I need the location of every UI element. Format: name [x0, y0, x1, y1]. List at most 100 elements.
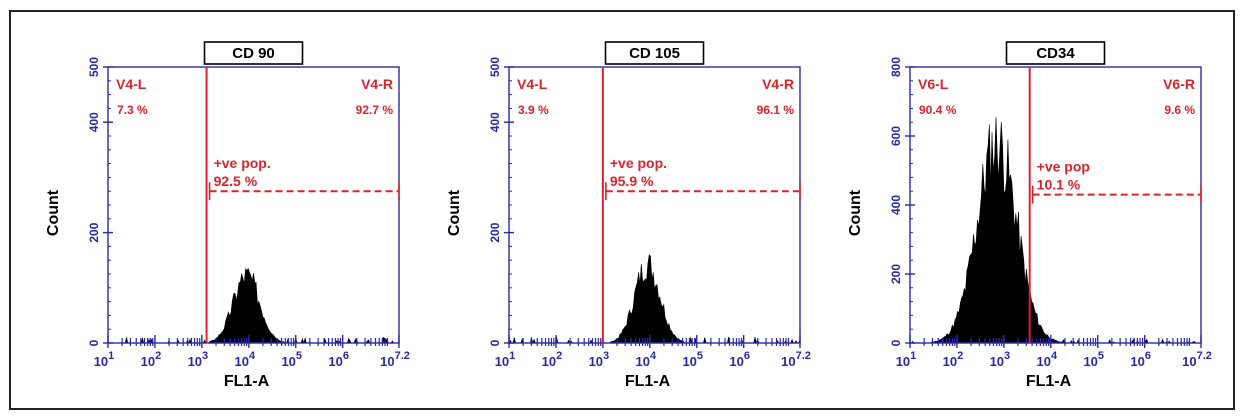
x-tick-exponent: 2: [556, 350, 562, 362]
chart-title-box: [203, 41, 304, 65]
x-tick-base: 10: [380, 354, 394, 369]
right-region-name: V4-R: [762, 76, 794, 92]
x-tick-label: 106: [1130, 350, 1151, 369]
y-tick-label: 500: [87, 57, 101, 77]
x-tick-label: 107.2: [380, 350, 410, 369]
x-tick-exponent: 7.2: [1197, 350, 1212, 362]
x-axis-title: FL1-A: [1026, 373, 1072, 390]
chart-title-box: [604, 41, 705, 65]
x-tick-exponent: 3: [1004, 350, 1010, 362]
y-tick-label: 400: [87, 112, 101, 132]
left-region-percent: 7.3 %: [117, 103, 148, 117]
x-tick-label: 102: [542, 350, 563, 369]
y-tick-label: 0: [488, 339, 502, 346]
y-axis-title: Count: [847, 189, 864, 236]
x-tick-base: 10: [682, 354, 696, 369]
x-tick-base: 10: [636, 354, 650, 369]
y-tick-label: 200: [87, 222, 101, 242]
x-tick-base: 10: [542, 354, 556, 369]
y-tick-label: 500: [488, 57, 502, 77]
x-tick-label: 103: [188, 350, 209, 369]
positive-population-percent: 95.9 %: [610, 173, 654, 189]
x-tick-exponent: 3: [603, 350, 609, 362]
x-tick-label: 103: [990, 350, 1011, 369]
x-tick-label: 102: [141, 350, 162, 369]
histogram-panel: 101 102 103 104 105 106 107.20200400500CountFL…: [446, 41, 811, 390]
x-tick-exponent: 6: [343, 350, 349, 362]
x-tick-exponent: 7.2: [796, 350, 811, 362]
x-tick-exponent: 3: [202, 350, 208, 362]
right-region-percent: 96.1 %: [757, 103, 795, 117]
x-tick-exponent: 2: [155, 350, 161, 362]
y-tick-label: 400: [889, 195, 903, 215]
positive-population-percent: 10.1 %: [1037, 177, 1081, 193]
positive-population-label: +ve pop: [1037, 159, 1090, 175]
x-tick-base: 10: [495, 354, 509, 369]
x-tick-label: 105: [682, 350, 703, 369]
x-tick-exponent: 5: [1098, 350, 1104, 362]
x-tick-exponent: 4: [650, 350, 657, 362]
x-tick-base: 10: [328, 354, 342, 369]
y-axis-title: Count: [446, 189, 463, 236]
x-tick-base: 10: [94, 354, 108, 369]
flow-cytometry-figure: 101 102 103 104 105 106 107.20200400500CountFL…: [45, 41, 1212, 390]
x-tick-exponent: 1: [910, 350, 916, 362]
y-axis-title: Count: [45, 189, 62, 236]
x-tick-base: 10: [896, 354, 910, 369]
histogram-fill: [108, 267, 399, 345]
x-tick-label: 101: [896, 350, 917, 369]
histogram-fill: [508, 254, 801, 345]
x-tick-base: 10: [990, 354, 1004, 369]
positive-population-label: +ve pop.: [610, 155, 667, 171]
x-tick-base: 10: [188, 354, 202, 369]
chart-title: CD 105: [629, 45, 680, 62]
x-tick-label: 104: [235, 350, 256, 369]
x-tick-base: 10: [729, 354, 743, 369]
x-tick-label: 102: [943, 350, 964, 369]
x-tick-base: 10: [943, 354, 957, 369]
left-region-name: V4-L: [116, 76, 147, 92]
right-region-percent: 9.6 %: [1164, 103, 1195, 117]
y-tick-label: 400: [488, 112, 502, 132]
x-tick-label: 105: [281, 350, 302, 369]
x-tick-exponent: 4: [249, 350, 256, 362]
x-tick-label: 107.2: [781, 350, 811, 369]
x-tick-base: 10: [781, 354, 795, 369]
x-tick-label: 106: [729, 350, 750, 369]
x-tick-exponent: 4: [1051, 350, 1058, 362]
x-tick-base: 10: [281, 354, 295, 369]
chart-title: CD 90: [232, 45, 275, 62]
chart-title: CD34: [1036, 45, 1075, 62]
x-tick-exponent: 5: [296, 350, 302, 362]
chart-title-box: [1005, 41, 1106, 65]
right-region-name: V4-R: [361, 76, 393, 92]
x-tick-label: 103: [589, 350, 610, 369]
x-tick-exponent: 1: [108, 350, 114, 362]
histogram-panel: 101 102 103 104 105 106 107.20200400600800Coun…: [847, 41, 1212, 390]
y-tick-label: 600: [889, 126, 903, 146]
y-tick-label: 200: [889, 264, 903, 284]
y-tick-label: 200: [488, 222, 502, 242]
x-tick-label: 101: [495, 350, 516, 369]
x-tick-exponent: 7.2: [395, 350, 410, 362]
x-tick-base: 10: [1083, 354, 1097, 369]
y-tick-label: 0: [87, 339, 101, 346]
y-tick-label: 0: [889, 339, 903, 346]
x-tick-label: 107.2: [1182, 350, 1212, 369]
x-tick-label: 104: [1037, 350, 1058, 369]
x-tick-base: 10: [1037, 354, 1051, 369]
x-tick-label: 106: [328, 350, 349, 369]
x-tick-label: 105: [1083, 350, 1104, 369]
x-axis-title: FL1-A: [224, 373, 270, 390]
histogram-fill: [910, 117, 1201, 344]
left-region-percent: 90.4 %: [919, 103, 957, 117]
y-tick-label: 800: [889, 57, 903, 77]
x-tick-exponent: 2: [957, 350, 963, 362]
figure-frame: 101 102 103 104 105 106 107.2 0 200 400 500 Count FL…: [9, 10, 1235, 410]
x-tick-base: 10: [235, 354, 249, 369]
x-tick-base: 10: [1130, 354, 1144, 369]
right-region-percent: 92.7 %: [356, 103, 394, 117]
left-region-name: V6-L: [918, 76, 949, 92]
histogram-panel: 101 102 103 104 105 106 107.20200400500CountFL…: [45, 41, 410, 390]
left-region-percent: 3.9 %: [518, 103, 549, 117]
